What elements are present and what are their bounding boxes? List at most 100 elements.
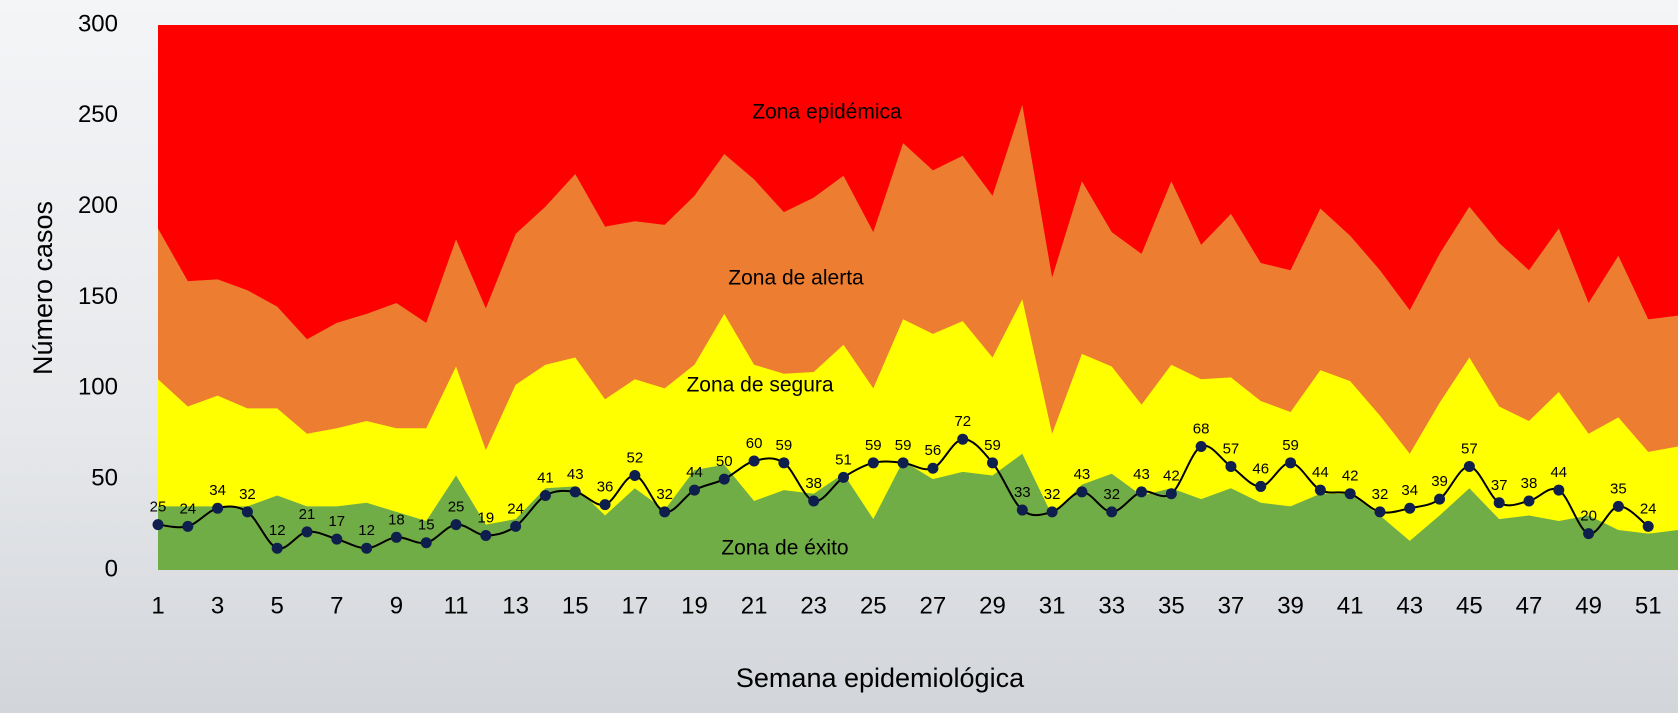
- data-label: 59: [776, 437, 793, 454]
- data-point: [1463, 460, 1475, 472]
- data-point: [510, 520, 522, 532]
- data-label: 34: [1401, 482, 1418, 499]
- x-tick-label: 27: [920, 592, 947, 619]
- data-label: 33: [1014, 484, 1031, 501]
- data-label: 39: [1431, 473, 1448, 490]
- data-label: 41: [537, 469, 554, 486]
- data-point: [1016, 504, 1028, 516]
- data-label: 25: [448, 499, 465, 516]
- data-point: [361, 542, 373, 554]
- zone-area: [158, 453, 1678, 570]
- data-label: 21: [299, 506, 316, 523]
- data-point: [718, 473, 730, 485]
- data-label: 72: [954, 413, 971, 430]
- data-point: [1255, 480, 1267, 492]
- x-tick-label: 21: [741, 592, 768, 619]
- x-tick-label: 31: [1039, 592, 1066, 619]
- data-label: 38: [1521, 475, 1538, 492]
- data-label: 37: [1491, 477, 1508, 494]
- data-label: 59: [895, 437, 912, 454]
- data-point: [1046, 506, 1058, 518]
- data-label: 60: [746, 435, 763, 452]
- data-point: [987, 457, 999, 469]
- data-point: [1344, 488, 1356, 500]
- data-point: [1493, 497, 1505, 509]
- data-label: 32: [656, 486, 673, 503]
- data-label: 57: [1461, 440, 1478, 457]
- x-tick-label: 23: [800, 592, 827, 619]
- data-point: [390, 531, 402, 543]
- x-tick-label: 7: [330, 592, 343, 619]
- data-point: [1285, 457, 1297, 469]
- x-tick-label: 13: [502, 592, 529, 619]
- data-point: [659, 506, 671, 518]
- data-label: 24: [507, 500, 524, 517]
- data-point: [688, 484, 700, 496]
- zone-label: Zona de alerta: [728, 267, 864, 290]
- x-tick-label: 3: [211, 592, 224, 619]
- data-label: 51: [835, 451, 852, 468]
- data-point: [1165, 488, 1177, 500]
- x-tick-label: 49: [1575, 592, 1602, 619]
- data-point: [182, 520, 194, 532]
- data-point: [152, 519, 164, 531]
- data-label: 24: [1640, 500, 1657, 517]
- x-tick-label: 1: [151, 592, 164, 619]
- zone-label: Zona de segura: [686, 374, 833, 397]
- data-point: [629, 470, 641, 482]
- data-label: 12: [269, 522, 286, 539]
- data-point: [778, 457, 790, 469]
- data-label: 43: [1074, 466, 1091, 483]
- x-tick-label: 51: [1635, 592, 1662, 619]
- data-point: [1225, 460, 1237, 472]
- data-label: 46: [1252, 460, 1269, 477]
- data-label: 56: [925, 442, 942, 459]
- data-point: [212, 502, 224, 514]
- data-point: [1106, 506, 1118, 518]
- data-point: [1374, 506, 1386, 518]
- data-point: [480, 529, 492, 541]
- data-point: [539, 490, 551, 502]
- data-point: [808, 495, 820, 507]
- data-label: 59: [984, 437, 1001, 454]
- data-label: 19: [477, 509, 494, 526]
- data-point: [748, 455, 760, 467]
- y-tick-label: 0: [105, 555, 118, 582]
- x-tick-label: 41: [1337, 592, 1364, 619]
- data-point: [1612, 500, 1624, 512]
- data-label: 59: [1282, 437, 1299, 454]
- x-tick-label: 47: [1516, 592, 1543, 619]
- data-label: 42: [1163, 468, 1180, 485]
- data-point: [420, 537, 432, 549]
- data-label: 43: [1133, 466, 1150, 483]
- y-axis-title: Número casos: [28, 201, 58, 375]
- x-tick-label: 45: [1456, 592, 1483, 619]
- y-tick-label: 300: [78, 10, 118, 37]
- x-tick-label: 9: [390, 592, 403, 619]
- data-point: [241, 506, 253, 518]
- data-point: [897, 457, 909, 469]
- data-label: 44: [1550, 464, 1567, 481]
- x-tick-label: 19: [681, 592, 708, 619]
- data-point: [1434, 493, 1446, 505]
- data-point: [867, 457, 879, 469]
- data-point: [1195, 440, 1207, 452]
- data-label: 50: [716, 453, 733, 470]
- y-tick-label: 150: [78, 283, 118, 310]
- data-point: [271, 542, 283, 554]
- x-tick-label: 5: [271, 592, 284, 619]
- data-point: [569, 486, 581, 498]
- data-label: 32: [1044, 486, 1061, 503]
- data-label: 68: [1193, 420, 1210, 437]
- x-tick-label: 39: [1277, 592, 1304, 619]
- y-tick-label: 250: [78, 101, 118, 128]
- data-label: 18: [388, 511, 405, 528]
- x-tick-label: 33: [1098, 592, 1125, 619]
- x-tick-label: 29: [979, 592, 1006, 619]
- data-label: 59: [865, 437, 882, 454]
- y-tick-label: 100: [78, 374, 118, 401]
- data-point: [1553, 484, 1565, 496]
- data-label: 32: [239, 486, 256, 503]
- data-label: 25: [150, 499, 167, 516]
